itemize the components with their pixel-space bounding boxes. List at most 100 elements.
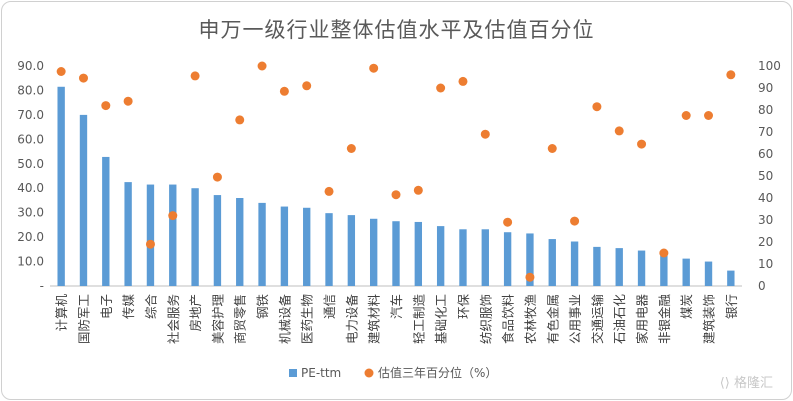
- bar-电子: [102, 156, 110, 286]
- bar-建筑材料: [369, 218, 378, 286]
- dot-汽车: [391, 190, 401, 200]
- bar-钢铁: [258, 202, 266, 286]
- dot-基础化工: [436, 83, 446, 93]
- bar-国防军工: [79, 114, 88, 286]
- legend-dot-label: 估值三年百分位（%）: [378, 365, 497, 380]
- dot-轻工制造: [413, 185, 423, 195]
- x-axis-tick-label: 钢铁: [255, 294, 270, 320]
- bar-家用电器: [637, 250, 646, 286]
- bar-石油石化: [615, 248, 623, 286]
- x-axis-tick-label: 交通运输: [590, 294, 605, 345]
- left-axis-tick-label: 80.0: [17, 83, 44, 97]
- right-axis-tick-label: 90: [758, 81, 773, 95]
- right-axis-ticks: 0 10 20 30 40 50 60 70 80 90 100: [758, 59, 781, 293]
- bar-有色金属: [548, 239, 556, 286]
- right-axis-tick-label: 30: [758, 213, 773, 227]
- bar-煤炭: [682, 258, 690, 286]
- x-axis-tick-label: 机械设备: [277, 294, 292, 345]
- bar-纺织服饰: [481, 229, 489, 286]
- bar-社会服务: [169, 184, 177, 286]
- dot-纺织服饰: [480, 129, 490, 139]
- x-axis-tick-label: 社会服务: [166, 294, 181, 344]
- bar-非银金融: [660, 255, 668, 286]
- left-axis-tick-label: 10.0: [17, 255, 44, 269]
- left-axis-tick-label: 20.0: [17, 230, 44, 244]
- x-axis-tick-label: 商贸零售: [233, 294, 248, 344]
- left-axis-tick-label: -: [40, 279, 44, 293]
- chart-title: 申万一级行业整体估值水平及估值百分位: [198, 18, 595, 42]
- dot-银行: [726, 70, 736, 80]
- dot-食品饮料: [503, 217, 513, 227]
- right-axis-tick-label: 20: [758, 235, 773, 249]
- dot-计算机: [56, 67, 66, 76]
- dot-煤炭: [681, 111, 691, 120]
- dot-机械设备: [279, 86, 289, 96]
- watermark-logo: ⟨⟩ 格隆汇: [719, 376, 773, 391]
- bar-通信: [325, 213, 333, 286]
- percentile-dots: [56, 61, 736, 282]
- x-axis-tick-label: 公用事业: [568, 294, 583, 344]
- x-axis-tick-label: 建筑装饰: [702, 294, 717, 344]
- x-axis-tick-label: 非银金融: [657, 294, 672, 345]
- x-axis-tick-label: 煤炭: [679, 294, 694, 319]
- legend-bar-label: PE-ttm: [301, 366, 341, 380]
- dot-有色金属: [547, 144, 557, 153]
- dot-钢铁: [257, 61, 267, 71]
- x-axis-tick-label: 计算机: [54, 294, 69, 332]
- x-axis-tick-label: 房地产: [188, 294, 203, 332]
- bar-环保: [459, 229, 467, 286]
- bar-计算机: [57, 86, 65, 287]
- bar-公用事业: [570, 241, 579, 286]
- dot-建筑材料: [369, 63, 379, 73]
- left-axis-tick-label: 30.0: [17, 206, 44, 220]
- bar-机械设备: [280, 206, 289, 286]
- dot-农林牧渔: [525, 272, 535, 282]
- dot-电力设备: [346, 144, 356, 153]
- dot-建筑装饰: [704, 111, 714, 120]
- bar-建筑装饰: [704, 261, 713, 286]
- right-axis-tick-label: 60: [758, 147, 773, 161]
- right-axis-tick-label: 80: [758, 103, 773, 117]
- x-axis-tick-label: 综合: [143, 294, 158, 320]
- dot-综合: [145, 239, 155, 249]
- bar-医药生物: [303, 207, 311, 286]
- dot-电子: [101, 101, 111, 111]
- x-axis-tick-label: 家用电器: [635, 294, 650, 345]
- bar-商贸零售: [236, 198, 244, 286]
- dot-美容护理: [212, 172, 222, 182]
- bar-汽车: [392, 221, 400, 286]
- dot-国防军工: [78, 73, 88, 83]
- x-axis-tick-label: 汽车: [389, 294, 404, 319]
- dot-社会服务: [168, 211, 178, 221]
- dot-商贸零售: [235, 115, 245, 125]
- bar-房地产: [191, 188, 199, 286]
- x-axis-tick-label: 医药生物: [300, 294, 315, 344]
- dot-传媒: [123, 96, 133, 106]
- x-axis-tick-label: 有色金属: [545, 294, 560, 344]
- x-axis-tick-label: 农林牧渔: [523, 294, 538, 344]
- bar-综合: [146, 184, 155, 286]
- dot-石油石化: [614, 126, 624, 136]
- bar-农林牧渔: [526, 233, 534, 286]
- x-axis-tick-label: 美容护理: [210, 294, 225, 345]
- left-axis-ticks: - 10.0 20.0 30.0 40.0 50.0 60.0 70.0 80.0 90.0: [17, 59, 44, 293]
- bar-电力设备: [347, 215, 356, 286]
- watermark-text: 格隆汇: [733, 376, 773, 391]
- x-axis-tick-label: 环保: [456, 294, 471, 320]
- legend: PE-ttm 估值三年百分位（%）: [289, 365, 497, 380]
- x-axis-tick-label: 石油石化: [612, 294, 627, 345]
- x-axis-tick-label: 轻工制造: [411, 294, 426, 345]
- dot-通信: [324, 186, 334, 196]
- x-axis-tick-label: 建筑材料: [367, 294, 382, 345]
- dot-交通运输: [592, 102, 602, 112]
- left-axis-tick-label: 60.0: [17, 132, 44, 146]
- bar-基础化工: [436, 226, 445, 286]
- right-axis-tick-label: 0: [758, 279, 766, 293]
- dot-家用电器: [637, 139, 647, 149]
- x-axis-ticks: 计算机 国防军工 电子 传媒 综合 社会服务 房地产 美容护理 商贸零售 钢铁 机械设备 医药生物 通信…: [54, 294, 739, 345]
- pe-ttm-bars: [57, 86, 735, 287]
- x-axis-tick-label: 通信: [322, 294, 337, 319]
- left-axis-tick-label: 50.0: [17, 157, 44, 171]
- bar-轻工制造: [414, 221, 423, 286]
